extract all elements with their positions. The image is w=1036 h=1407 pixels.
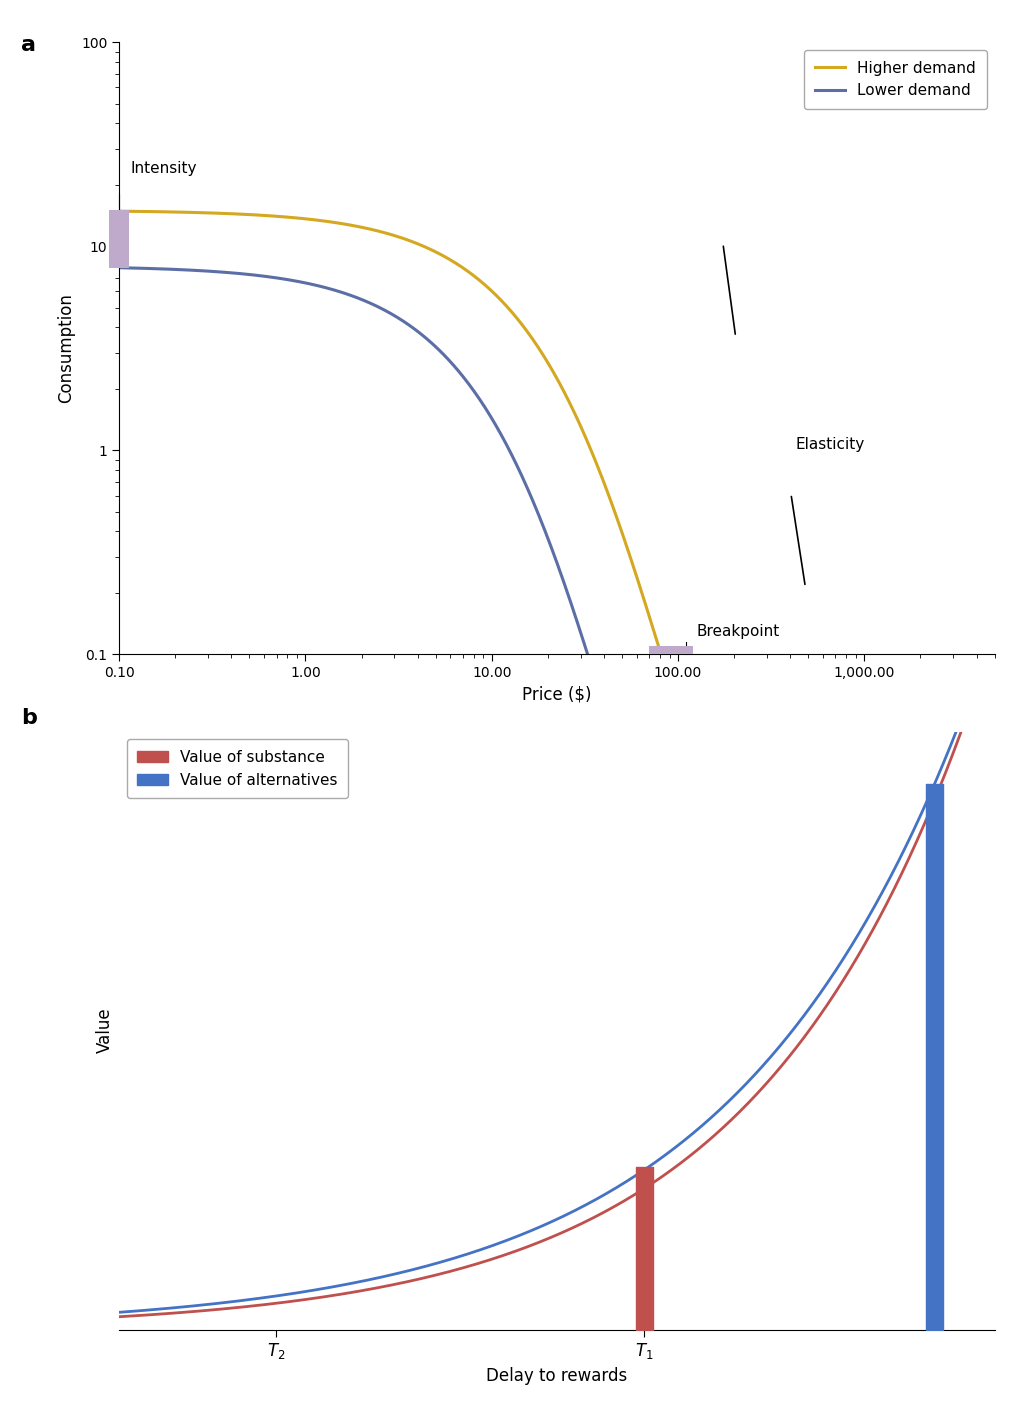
Higher demand <box>950 916 962 933</box>
Text: a: a <box>21 35 35 55</box>
Text: Intensity: Intensity <box>131 162 197 176</box>
Lower demand <box>988 972 1001 989</box>
Lower demand <box>113 259 125 276</box>
Higher demand <box>265 207 278 224</box>
Higher demand <box>972 916 984 933</box>
Lower demand <box>449 359 461 376</box>
Lower demand <box>972 972 984 989</box>
Lower demand <box>877 972 890 989</box>
Bar <box>650 646 693 666</box>
Higher demand <box>449 255 461 272</box>
Bar <box>109 210 130 269</box>
Lower demand <box>212 263 225 280</box>
Legend: Value of substance, Value of alternatives: Value of substance, Value of alternative… <box>126 739 348 798</box>
Text: Breakpoint: Breakpoint <box>696 623 779 639</box>
Line: Higher demand: Higher demand <box>119 211 995 924</box>
X-axis label: Price ($): Price ($) <box>522 685 592 704</box>
Higher demand <box>113 203 125 219</box>
X-axis label: Delay to rewards: Delay to rewards <box>486 1368 628 1384</box>
Higher demand <box>212 205 225 222</box>
Y-axis label: Consumption: Consumption <box>57 293 76 404</box>
Lower demand <box>265 269 278 286</box>
Legend: Higher demand, Lower demand: Higher demand, Lower demand <box>804 49 987 108</box>
Higher demand <box>988 916 1001 933</box>
Text: Elasticity: Elasticity <box>796 438 865 452</box>
Lower demand <box>487 412 499 429</box>
Lower demand <box>892 972 904 989</box>
Text: b: b <box>21 708 36 727</box>
Y-axis label: Value: Value <box>95 1007 114 1054</box>
Higher demand <box>487 284 499 301</box>
Higher demand <box>877 916 890 933</box>
Line: Lower demand: Lower demand <box>119 267 995 981</box>
